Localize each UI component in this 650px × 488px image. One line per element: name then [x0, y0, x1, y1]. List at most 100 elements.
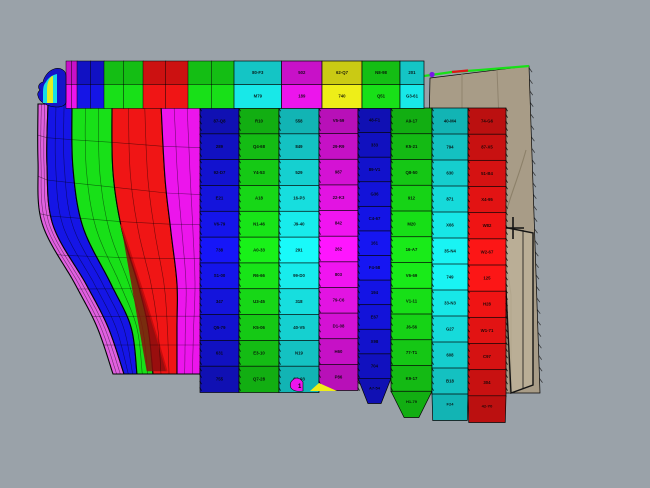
- svg-text:74-G6: 74-G6: [481, 119, 494, 124]
- svg-text:704: 704: [371, 364, 379, 369]
- svg-text:987: 987: [335, 170, 343, 175]
- svg-text:347: 347: [216, 299, 224, 304]
- svg-text:A9-17: A9-17: [406, 118, 418, 123]
- svg-text:V1-11: V1-11: [406, 299, 418, 304]
- svg-text:R10: R10: [255, 118, 263, 123]
- svg-text:X98: X98: [371, 339, 379, 344]
- svg-text:H1-79: H1-79: [406, 399, 418, 404]
- svg-text:749: 749: [446, 274, 454, 279]
- svg-text:87-X5: 87-X5: [481, 145, 493, 150]
- svg-text:89-V1: 89-V1: [369, 167, 381, 172]
- svg-text:V6-69: V6-69: [406, 273, 418, 278]
- svg-text:Q51: Q51: [377, 94, 386, 99]
- svg-text:262: 262: [335, 246, 343, 251]
- svg-text:62-Q7: 62-Q7: [336, 70, 349, 75]
- svg-text:G27: G27: [446, 326, 455, 331]
- svg-text:Y4-53: Y4-53: [253, 170, 265, 175]
- svg-text:N19: N19: [295, 351, 303, 356]
- svg-text:B18: B18: [446, 378, 454, 383]
- svg-text:42-Y0: 42-Y0: [482, 404, 493, 409]
- svg-text:794: 794: [446, 144, 454, 149]
- svg-text:R6-66: R6-66: [253, 273, 265, 278]
- svg-text:194: 194: [371, 290, 379, 295]
- svg-text:502: 502: [298, 70, 306, 75]
- svg-text:S1-00: S1-00: [214, 273, 226, 278]
- svg-text:J6-56: J6-56: [406, 324, 418, 329]
- svg-text:M79: M79: [254, 94, 263, 99]
- svg-text:G3-61: G3-61: [406, 94, 419, 99]
- svg-text:630: 630: [446, 170, 454, 175]
- svg-text:201: 201: [408, 70, 416, 75]
- svg-text:V5-59: V5-59: [333, 118, 345, 123]
- svg-text:X4-95: X4-95: [481, 197, 493, 202]
- svg-text:912: 912: [408, 196, 416, 201]
- svg-text:87-Q8: 87-Q8: [214, 118, 227, 123]
- svg-text:738: 738: [216, 247, 224, 252]
- svg-text:29-R9: 29-R9: [333, 144, 345, 149]
- svg-text:K9-17: K9-17: [406, 376, 418, 381]
- svg-text:C97: C97: [483, 354, 491, 359]
- svg-text:K5-06: K5-06: [253, 325, 265, 330]
- svg-text:849: 849: [295, 144, 303, 149]
- svg-text:Q4-68: Q4-68: [253, 144, 266, 149]
- svg-text:V6-79: V6-79: [214, 222, 226, 227]
- svg-text:H28: H28: [483, 302, 491, 307]
- svg-text:40-V5: 40-V5: [293, 325, 305, 330]
- svg-text:U3-45: U3-45: [253, 299, 265, 304]
- svg-text:A18: A18: [255, 196, 263, 201]
- svg-text:80-F3: 80-F3: [252, 70, 264, 75]
- svg-text:79-C6: 79-C6: [333, 298, 345, 303]
- svg-text:871: 871: [446, 196, 454, 201]
- svg-text:161: 161: [371, 241, 379, 246]
- svg-text:51-B4: 51-B4: [481, 171, 493, 176]
- svg-text:Q8-50: Q8-50: [406, 170, 419, 175]
- svg-text:W82: W82: [483, 223, 492, 228]
- svg-text:48-F1: 48-F1: [369, 118, 381, 123]
- svg-text:M20: M20: [407, 221, 416, 226]
- svg-text:608: 608: [446, 352, 454, 357]
- svg-text:C4-67: C4-67: [369, 216, 381, 221]
- svg-text:X66: X66: [446, 222, 454, 227]
- svg-text:F24: F24: [447, 402, 455, 407]
- svg-text:740: 740: [338, 94, 346, 99]
- svg-text:G36: G36: [370, 191, 379, 196]
- svg-text:529: 529: [295, 170, 303, 175]
- svg-text:F4-58: F4-58: [369, 265, 381, 270]
- svg-text:Q5-79: Q5-79: [214, 325, 227, 330]
- svg-text:189: 189: [298, 94, 306, 99]
- svg-text:803: 803: [335, 272, 343, 277]
- svg-text:318: 318: [295, 299, 303, 304]
- svg-text:E67: E67: [371, 314, 379, 319]
- svg-text:E21: E21: [216, 196, 224, 201]
- svg-text:33-N3: 33-N3: [444, 300, 456, 305]
- svg-text:E3-10: E3-10: [253, 351, 265, 356]
- svg-text:W1-71: W1-71: [481, 328, 494, 333]
- svg-text:842: 842: [335, 221, 343, 226]
- svg-text:16-A7: 16-A7: [406, 247, 418, 252]
- svg-text:H60: H60: [335, 349, 343, 354]
- svg-text:22-K3: 22-K3: [333, 195, 345, 200]
- svg-text:P86: P86: [335, 375, 343, 380]
- svg-text:333: 333: [371, 142, 379, 147]
- svg-text:35-N4: 35-N4: [444, 248, 456, 253]
- svg-text:558: 558: [295, 118, 303, 123]
- svg-text:W2-67: W2-67: [481, 249, 494, 254]
- svg-text:K5-21: K5-21: [406, 144, 418, 149]
- svg-text:304: 304: [483, 380, 491, 385]
- svg-text:J9-40: J9-40: [294, 222, 306, 227]
- svg-text:125: 125: [483, 276, 491, 281]
- svg-text:289: 289: [216, 144, 224, 149]
- svg-text:291: 291: [295, 247, 303, 252]
- svg-text:99-D0: 99-D0: [293, 273, 305, 278]
- svg-text:D1-08: D1-08: [333, 323, 345, 328]
- svg-text:16-P3: 16-P3: [293, 196, 305, 201]
- svg-text:92-D7: 92-D7: [214, 170, 226, 175]
- svg-text:77-T1: 77-T1: [406, 350, 418, 355]
- svg-text:A0-33: A0-33: [253, 247, 265, 252]
- svg-text:631: 631: [216, 351, 224, 356]
- svg-text:755: 755: [216, 377, 224, 382]
- svg-text:Q7-28: Q7-28: [253, 377, 266, 382]
- svg-text:N1-46: N1-46: [253, 222, 265, 227]
- svg-text:A7-54: A7-54: [369, 386, 381, 391]
- svg-text:40-M4: 40-M4: [444, 118, 457, 123]
